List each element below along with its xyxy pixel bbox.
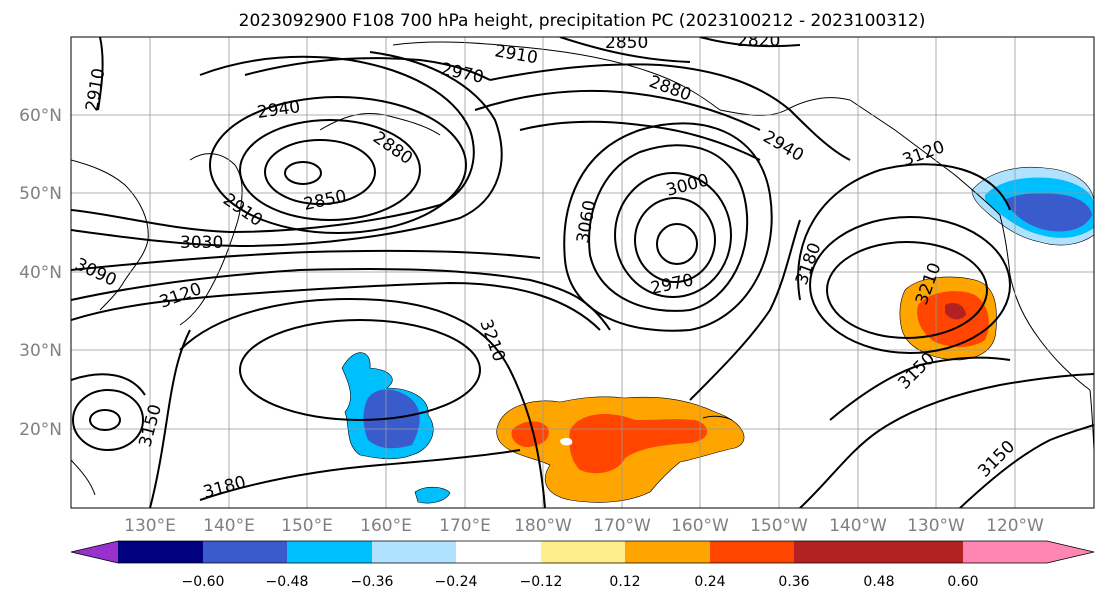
colorbar-segment	[879, 541, 963, 563]
map-area: 2910 2850 2820 2910 2970 2880 2940 2880 …	[71, 31, 1094, 508]
colorbar-ticks: −0.60 −0.48 −0.36 −0.24 −0.12 0.12 0.24 …	[182, 574, 979, 590]
lon-label: 130°E	[124, 516, 176, 536]
colorbar-segment	[625, 541, 710, 563]
map-title: 2023092900 F108 700 hPa height, precipit…	[239, 11, 926, 31]
colorbar-segment	[710, 541, 794, 563]
lat-label: 30°N	[19, 341, 62, 361]
lon-label: 160°W	[671, 516, 729, 536]
lat-label: 20°N	[19, 420, 62, 440]
colorbar-extend-max	[1047, 541, 1094, 563]
colorbar-tick: 0.48	[863, 574, 894, 590]
lon-label: 140°E	[203, 516, 255, 536]
colorbar-extend-min	[71, 541, 118, 563]
lon-label: 170°E	[439, 516, 491, 536]
colorbar-tick: −0.24	[435, 574, 478, 590]
colorbar-tick: 0.60	[947, 574, 978, 590]
lon-label: 130°W	[907, 516, 965, 536]
colorbar-tick: −0.36	[351, 574, 394, 590]
contour-label: 2820	[737, 31, 780, 51]
colorbar-segment	[118, 541, 203, 563]
contour-label: 3030	[180, 233, 223, 253]
height-contours	[71, 37, 1094, 508]
colorbar-tick: −0.48	[266, 574, 309, 590]
lon-label: 180°W	[514, 516, 572, 536]
colorbar-segment	[372, 541, 456, 563]
lat-label: 40°N	[19, 263, 62, 283]
lon-label: 120°W	[986, 516, 1044, 536]
lon-label: 150°E	[281, 516, 333, 536]
lon-label: 170°W	[593, 516, 651, 536]
lat-label: 60°N	[19, 106, 62, 126]
map-frame	[70, 36, 1095, 509]
colorbar-tick: 0.24	[694, 574, 725, 590]
colorbar-segment	[287, 541, 372, 563]
colorbar-segment	[794, 541, 879, 563]
colorbar-segment	[541, 541, 625, 563]
colorbar-segment	[203, 541, 287, 563]
colorbar-tick: −0.60	[182, 574, 225, 590]
lon-label: 140°W	[829, 516, 887, 536]
precip-central-pacific	[496, 396, 745, 503]
colorbar-segment	[963, 541, 1047, 563]
longitude-labels: 130°E 140°E 150°E 160°E 170°E 180°W 170°…	[124, 516, 1044, 536]
colorbar	[70, 540, 1095, 564]
latitude-labels: 60°N 50°N 40°N 30°N 20°N	[19, 106, 62, 440]
colorbar-tick: 0.36	[778, 574, 809, 590]
lon-label: 160°E	[360, 516, 412, 536]
colorbar-segment	[456, 541, 541, 563]
lon-label: 150°W	[750, 516, 808, 536]
lat-label: 50°N	[19, 184, 62, 204]
colorbar-tick: 0.12	[609, 574, 640, 590]
colorbar-tick: −0.12	[520, 574, 563, 590]
contour-label: 2850	[605, 33, 648, 53]
